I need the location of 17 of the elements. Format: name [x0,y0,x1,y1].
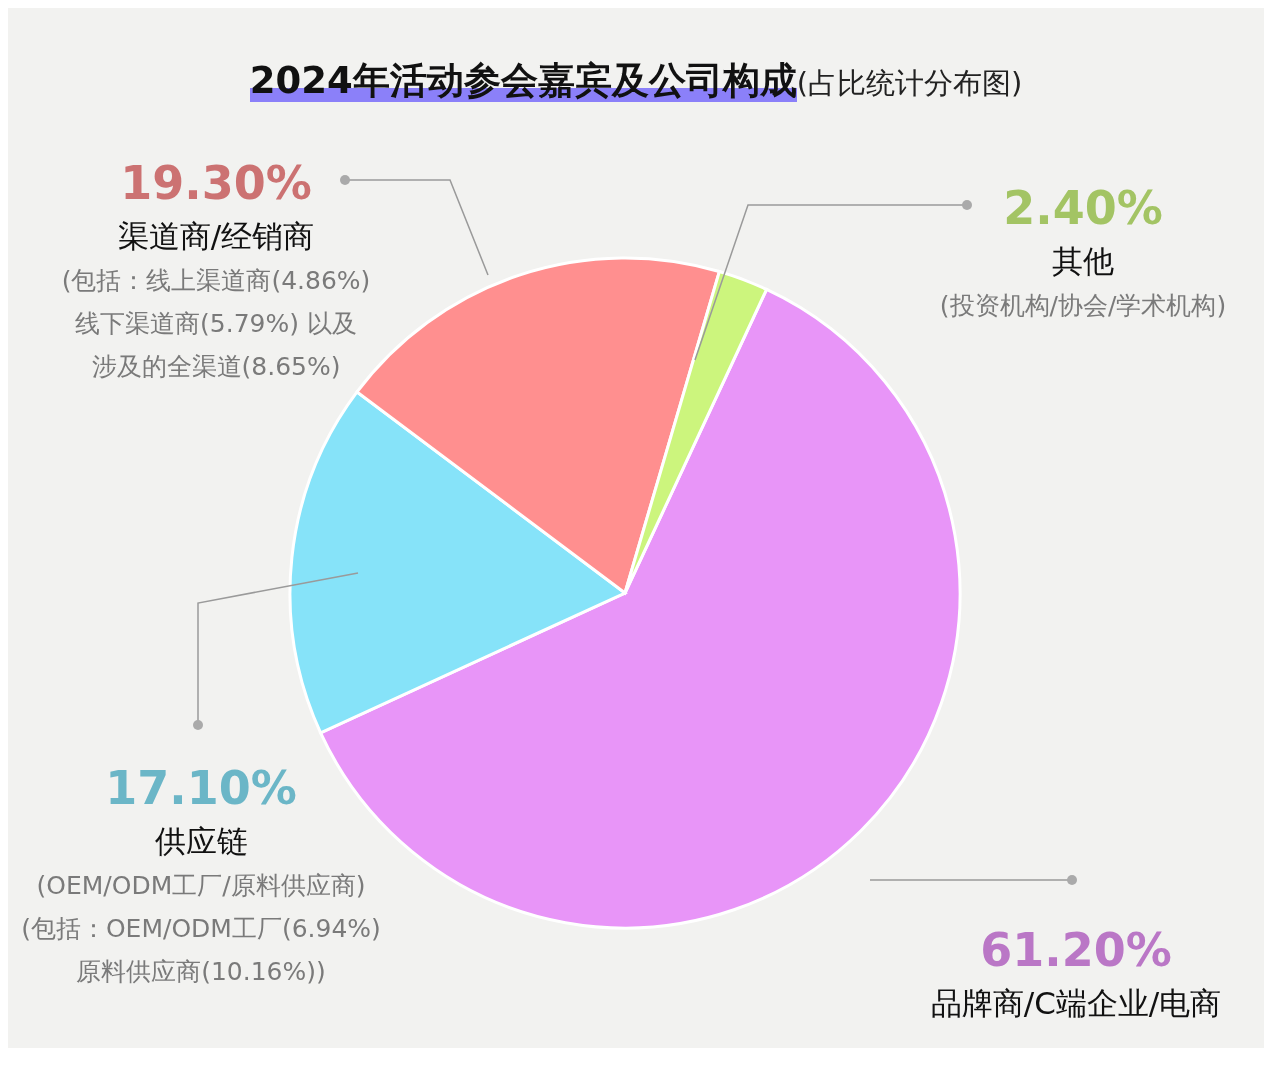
slice-label: 供应链 [153,822,249,861]
chart-subtitle: (占比统计分布图) [796,66,1023,100]
text: 线下渠道商(5.79%) 以及 [74,308,358,340]
text: (投资机构/协会/学术机构) [938,290,1228,322]
slice-label: 品牌商/C端企业/电商 [929,984,1223,1023]
data-label: 61.20% [979,922,1173,979]
data-label: 19.30% [119,155,313,212]
chart-title: 2024年活动参会嘉宾及公司构成 [249,59,797,102]
text: (包括：OEM/ODM工厂(6.94%) [20,913,382,945]
slice-label: 渠道商/经销商 [116,217,316,256]
text: 涉及的全渠道(8.65%) [90,351,342,383]
slice-label: 其他 [1051,242,1115,281]
text: (OEM/ODM工厂/原料供应商) [35,870,367,902]
data-label: 17.10% [104,760,298,817]
text: 原料供应商(10.16%)) [75,956,327,988]
text: (包括：线上渠道商(4.86%) [60,265,372,297]
data-label: 2.40% [1002,180,1164,237]
